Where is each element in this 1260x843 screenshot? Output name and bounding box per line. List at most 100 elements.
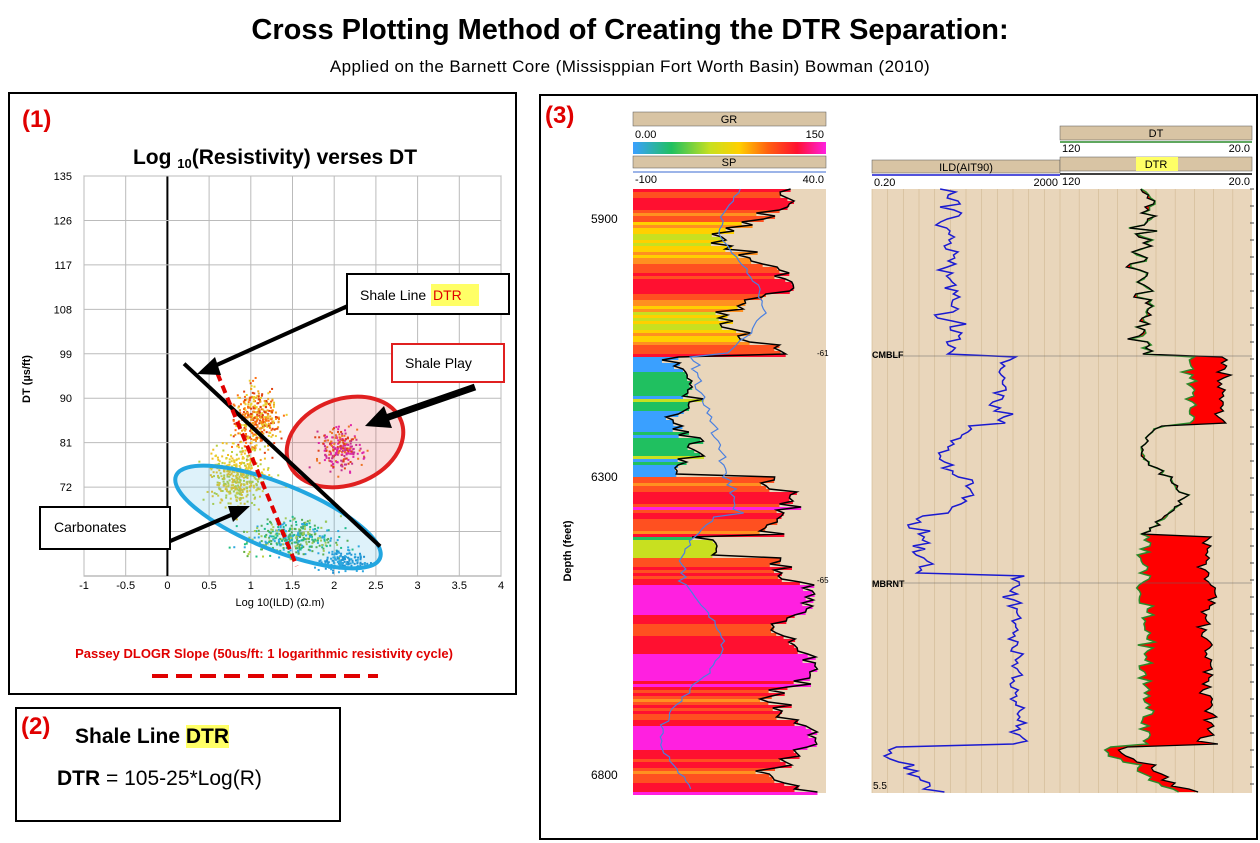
scatter-point [252, 484, 255, 487]
scatter-point [261, 423, 264, 426]
scatter-point [349, 460, 352, 463]
gr-band [633, 222, 742, 225]
scatter-point [307, 537, 310, 540]
scatter-point [275, 532, 278, 535]
scatter-point [241, 413, 244, 416]
scatter-point [352, 448, 355, 451]
scatter-point [259, 416, 262, 419]
x-tick-label: -0.5 [116, 580, 135, 592]
scatter-point [346, 552, 349, 555]
scatter-point [236, 471, 239, 474]
scatter-point [249, 429, 252, 432]
scatter-point [225, 442, 228, 445]
scatter-point [236, 481, 239, 484]
scatter-point [270, 410, 273, 413]
scatter-point [269, 521, 272, 524]
scatter-point [248, 379, 251, 382]
scatter-point [253, 404, 256, 407]
gr-band [633, 357, 679, 360]
arrow-head-shale-play [365, 406, 392, 428]
gr-band [633, 615, 795, 618]
scatter-point [262, 404, 265, 407]
scatter-point [216, 481, 219, 484]
scatter-point [268, 539, 271, 542]
scatter-point [338, 535, 341, 538]
gr-band [633, 576, 779, 579]
scatter-point [334, 453, 337, 456]
scatter-point [239, 411, 242, 414]
scatter-point [279, 549, 282, 552]
top-mbrnt: MBRNT [872, 579, 905, 589]
scatter-point [233, 404, 236, 407]
scatter-point [244, 425, 247, 428]
scatter-point [333, 553, 336, 556]
scatter-point [330, 444, 333, 447]
gr-band [633, 522, 778, 525]
gr-band [633, 300, 745, 303]
sp-min: -100 [635, 174, 657, 186]
scatter-point [329, 430, 332, 433]
gr-band [633, 588, 804, 591]
scatter-point [256, 402, 259, 405]
scatter-point [256, 413, 259, 416]
scatter-point [254, 396, 257, 399]
scatter-point [333, 556, 336, 559]
scatter-point [259, 400, 262, 403]
scatter-point [305, 541, 308, 544]
scatter-point [257, 508, 260, 511]
gr-band [633, 756, 800, 759]
scatter-point [304, 521, 307, 524]
scatter-point [323, 445, 326, 448]
scatter-point [211, 495, 214, 498]
scatter-point [258, 398, 261, 401]
scatter-point [254, 376, 257, 379]
scatter-point [271, 398, 274, 401]
scatter-point [233, 461, 236, 464]
scatter-point [308, 534, 311, 537]
scatter-point [266, 413, 269, 416]
scatter-point [325, 545, 328, 548]
scatter-point [332, 446, 335, 449]
gr-band [633, 345, 780, 348]
scatter-point [363, 455, 366, 458]
scatter-point [223, 462, 226, 465]
gr-band [633, 213, 757, 216]
gr-band [633, 720, 799, 723]
scatter-point [247, 406, 250, 409]
scatter-point [223, 474, 226, 477]
arrow-head-shale-line [197, 357, 221, 375]
scatter-point [250, 428, 253, 431]
scatter-point [210, 468, 213, 471]
scatter-point [256, 488, 259, 491]
scatter-point [209, 466, 212, 469]
scatter-point [244, 434, 247, 437]
callout-carbonates-box [39, 506, 171, 550]
scatter-point [269, 554, 272, 557]
scatter-point [308, 528, 311, 531]
scatter-point [264, 416, 267, 419]
scatter-point [229, 490, 232, 493]
scatter-point [266, 425, 269, 428]
scatter-point [269, 401, 272, 404]
scatter-point [346, 449, 349, 452]
callout-shale-line-box [346, 273, 510, 315]
scatter-point [234, 485, 237, 488]
gr-band [633, 408, 690, 411]
scatter-point [331, 550, 334, 553]
scatter-point [350, 553, 353, 556]
scatter-point [243, 423, 246, 426]
gr-band [633, 378, 688, 381]
scatter-point [233, 422, 236, 425]
scatter-point [337, 550, 340, 553]
scatter-point [312, 539, 315, 542]
scatter-point [341, 564, 344, 567]
scatter-point [248, 536, 251, 539]
x-tick-label: 3.5 [452, 580, 467, 592]
scatter-point [262, 408, 265, 411]
y-axis-label: DT (µs/ft) [21, 355, 33, 403]
scatter-point [258, 410, 261, 413]
scatter-point [265, 431, 268, 434]
scatter-point [355, 438, 358, 441]
scatter-point [343, 451, 346, 454]
scatter-point [230, 488, 233, 491]
